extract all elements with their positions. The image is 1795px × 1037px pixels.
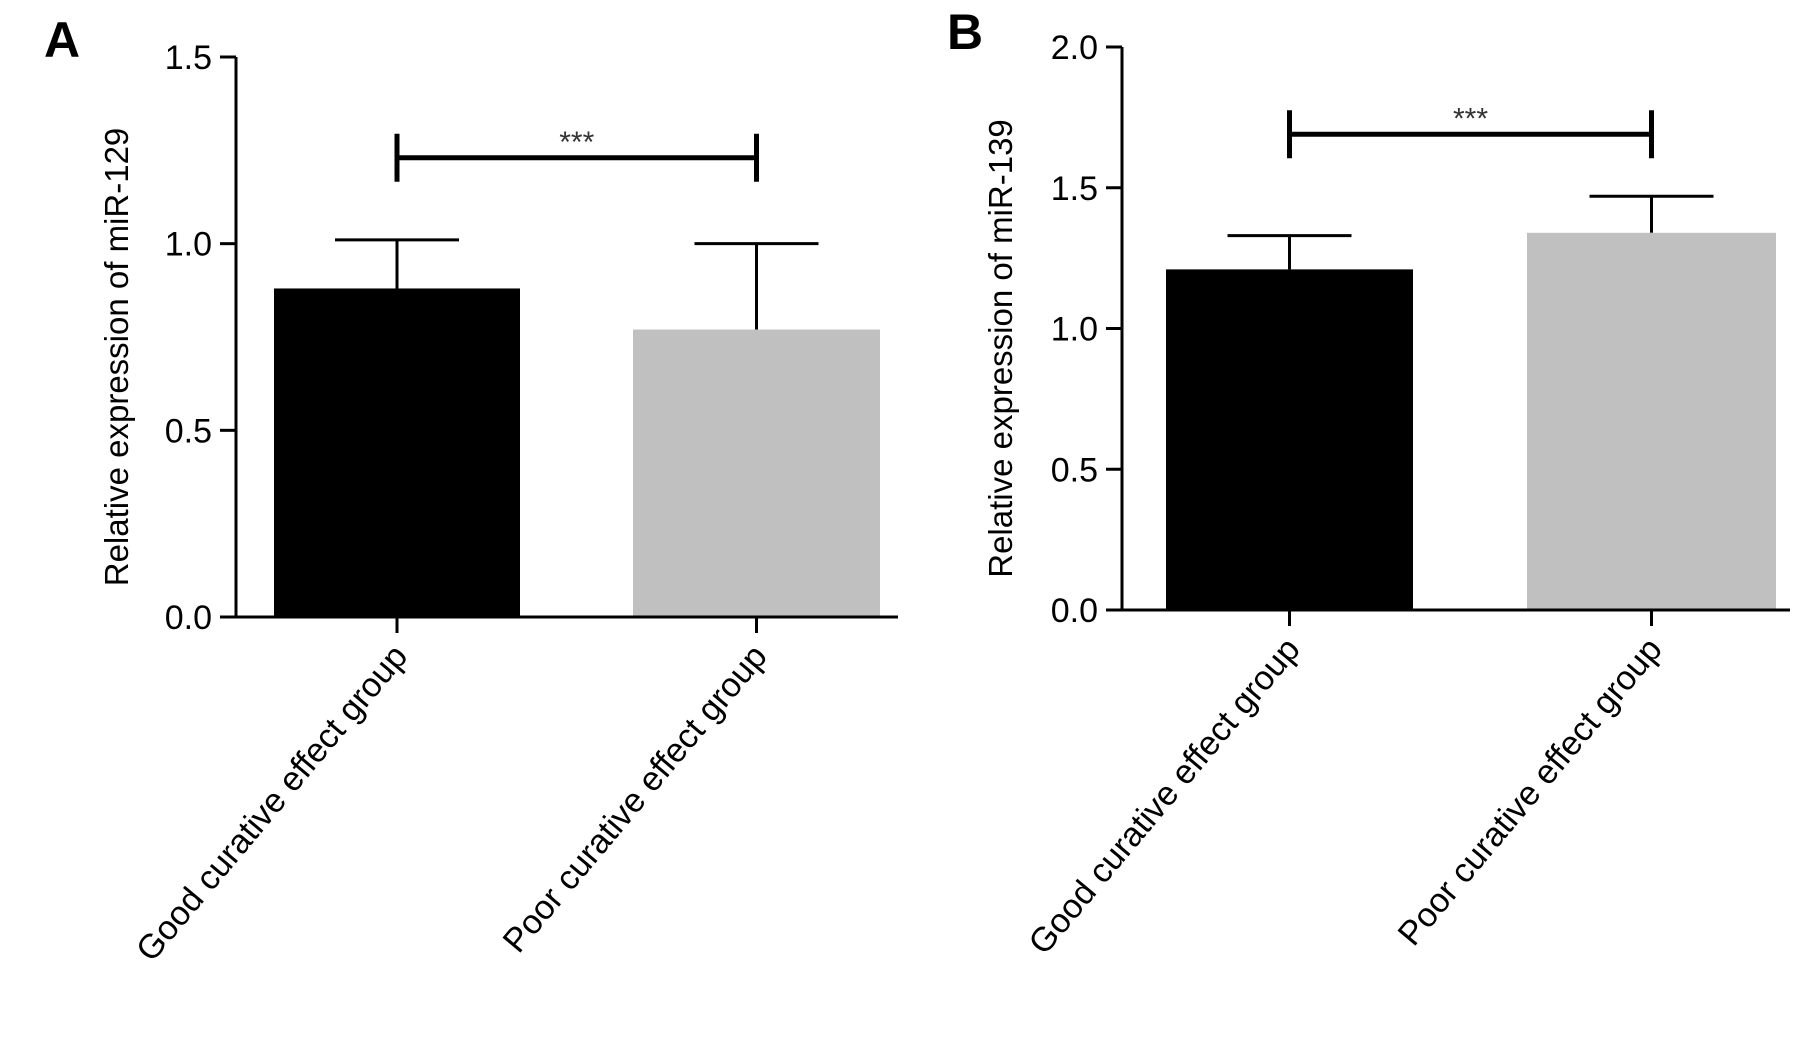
y-tick-label: 0.0 — [1051, 592, 1098, 630]
significance-label: *** — [1453, 102, 1488, 135]
y-tick-label: 1.0 — [1051, 311, 1098, 349]
panel-label: A — [44, 12, 80, 68]
y-tick-label: 1.0 — [165, 226, 212, 264]
x-tick-label: Poor curative effect group — [496, 638, 775, 960]
bar — [274, 288, 520, 617]
y-tick-label: 2.0 — [1051, 29, 1098, 67]
x-tick-label: Poor curative effect group — [1391, 631, 1670, 953]
significance-label: *** — [559, 126, 594, 159]
y-tick-label: 0.0 — [165, 599, 212, 637]
y-tick-label: 0.5 — [1051, 451, 1098, 489]
panel-label: B — [947, 4, 983, 60]
bar — [633, 329, 880, 617]
y-tick-label: 1.5 — [165, 39, 212, 77]
y-tick-label: 1.5 — [1051, 170, 1098, 208]
y-axis-label: Relative expression of miR-139 — [982, 119, 1019, 578]
y-tick-label: 0.5 — [165, 412, 212, 450]
bar — [1166, 269, 1413, 610]
bar — [1527, 232, 1776, 611]
x-tick-label: Good curative effect group — [1021, 631, 1307, 962]
y-axis-label: Relative expression of miR-129 — [98, 128, 135, 587]
x-tick-label: Good curative effect group — [129, 638, 415, 969]
